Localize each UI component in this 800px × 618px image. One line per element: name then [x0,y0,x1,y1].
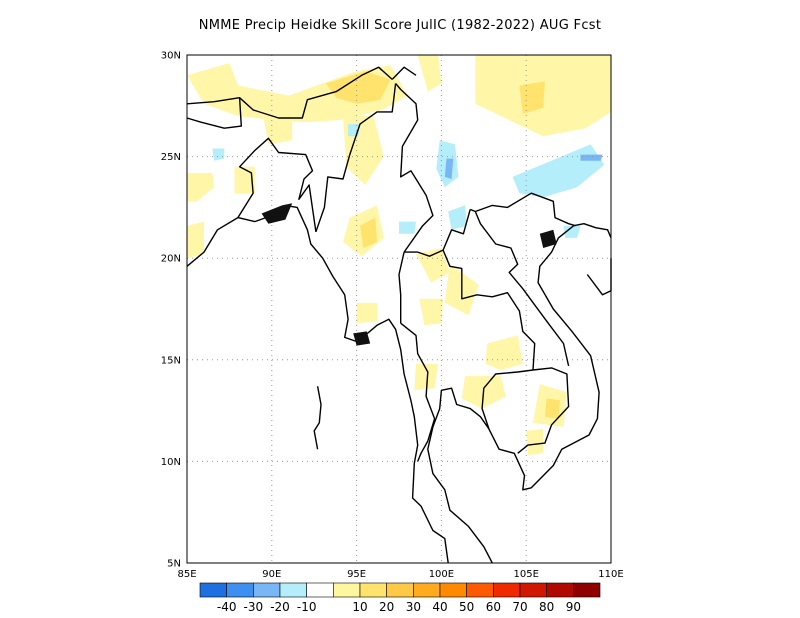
lon-tick-label: 90E [262,569,281,580]
colorbar-swatch [573,582,601,598]
shade-patch [187,221,204,259]
delta-coastline [353,331,371,346]
longitude-tick-labels: 85E 90E 95E 100E 105E 110E [177,569,623,580]
colorbar-swatch [253,582,281,598]
colorbar-label: 60 [486,600,501,614]
colorbar-label: 10 [352,600,367,614]
bangladesh-border [237,137,317,232]
colorbar-swatch [359,582,387,598]
colorbar-swatch [439,582,467,598]
lat-tick-label: 25N [161,152,181,163]
colorbar-swatch [546,582,574,598]
andaman-islands [313,386,322,450]
shade-patch [263,111,293,145]
delta-coastline [539,229,557,248]
colorbar-swatch [279,582,307,598]
colorbar-label: 40 [432,600,447,614]
chart-title: NMME Precip Heidke Skill Score JulIC (19… [198,18,602,33]
shade-patch [485,335,523,370]
shade-patch [563,225,581,238]
colorbar-swatch [386,582,414,598]
laos-china-border [442,209,471,251]
lat-tick-label: 15N [161,355,181,366]
shade-patch [448,205,467,230]
lat-lon-gridlines [187,55,611,563]
nepal-sikkim-border [186,97,243,129]
colorbar-swatch [333,582,361,598]
lon-tick-label: 85E [177,569,196,580]
shade-patch [580,154,603,161]
colorbar-swatch [226,582,254,598]
hainan-island [586,258,612,296]
lon-tick-label: 100E [429,569,454,580]
colorbar-label: 80 [539,600,554,614]
shade-patch [356,302,377,324]
colorbar-swatch [199,582,227,598]
myanmar-china-border [395,82,434,253]
shade-patch [419,298,444,326]
thai-laos-border [404,249,536,371]
shade-patch [417,55,442,92]
colorbar-label: 70 [512,600,527,614]
shade-patch [187,172,215,202]
vietnam-china-border [475,192,576,227]
colorbar-label: -30 [244,600,264,614]
lon-tick-label: 95E [347,569,366,580]
shade-patch [234,166,255,194]
colorbar-swatch [306,582,334,598]
lat-tick-label: 30N [161,51,181,62]
shade-patch [544,398,561,419]
india-myanmar-border [315,83,397,233]
lat-tick-label: 20N [161,254,181,265]
shade-patch [212,148,225,161]
colorbar-label: -40 [217,600,237,614]
shade-patch [326,71,391,104]
shade-patch [416,248,450,283]
colorbar: -40 -30 -20 -10 10 20 30 40 50 60 70 80 90 [199,582,601,614]
myanmar-thai-north [398,251,405,324]
map-frame [186,54,612,564]
colorbar-swatch [413,582,441,598]
country-borders-and-coastlines [186,66,612,564]
shade-patch [526,428,544,456]
colorbar-swatch [519,582,547,598]
china-south-border [391,66,417,80]
lat-tick-label: 5N [167,559,181,570]
lon-tick-label: 105E [513,569,538,580]
laos-vietnam-border [469,208,570,367]
delta-coastline [261,203,293,224]
cambodia-vietnam-border [517,367,570,454]
skill-score-shading [187,55,611,456]
colorbar-label: -10 [297,600,317,614]
shade-patch [399,221,416,234]
colorbar-label: 50 [459,600,474,614]
colorbar-swatch [493,582,521,598]
lat-tick-label: 10N [161,457,181,468]
shade-patch [414,363,438,391]
colorbar-label: -20 [270,600,290,614]
cambodia-border [481,369,534,430]
latitude-tick-labels: 30N 25N 20N 15N 10N 5N [161,51,181,570]
gulf-coast [427,222,612,564]
shade-patch [360,217,377,248]
colorbar-swatch [466,582,494,598]
myanmar-thai-border [400,322,436,462]
mainland-coast [186,204,449,564]
lon-tick-label: 110E [598,569,623,580]
colorbar-label: 30 [406,600,421,614]
colorbar-label: 20 [379,600,394,614]
himalaya-border [186,66,393,119]
shade-patch [444,158,454,179]
colorbar-label: 90 [566,600,581,614]
